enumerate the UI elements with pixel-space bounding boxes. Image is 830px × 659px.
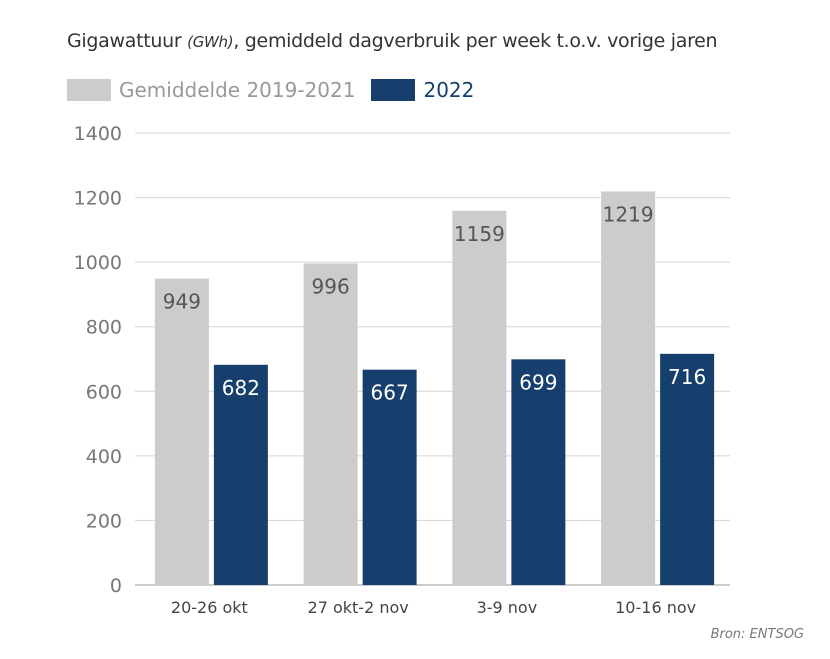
- bar-average: [452, 210, 507, 585]
- y-tick-label: 1400: [74, 123, 122, 145]
- chart-title: Gigawattuur (GWh), gemiddeld dagverbruik…: [67, 30, 718, 52]
- y-tick-label: 1200: [74, 188, 122, 210]
- data-label: 699: [519, 370, 557, 394]
- y-tick-label: 200: [86, 510, 122, 532]
- data-label: 682: [222, 376, 260, 400]
- x-tick-label: 20-26 okt: [171, 598, 248, 617]
- data-label: 1219: [603, 202, 654, 226]
- bar-average: [303, 263, 358, 585]
- data-label: 996: [312, 274, 350, 298]
- bar-average: [601, 191, 656, 586]
- x-tick-label: 10-16 nov: [615, 598, 696, 617]
- bar-2022: [213, 364, 268, 585]
- bar-2022: [660, 353, 715, 585]
- source-note: Bron: ENTSOG: [710, 627, 804, 642]
- legend-label-2022: 2022: [423, 78, 475, 102]
- legend-swatch-2022: [371, 79, 416, 101]
- legend: Gemiddelde 2019-2021 2022: [67, 78, 490, 102]
- legend-item-average: Gemiddelde 2019-2021: [67, 78, 355, 102]
- data-label: 1159: [454, 222, 505, 246]
- title-main: Gigawattuur: [67, 30, 182, 52]
- y-tick-label: 600: [86, 381, 122, 403]
- y-tick-label: 0: [110, 575, 122, 597]
- data-label: 667: [371, 381, 409, 405]
- y-tick-label: 800: [86, 317, 122, 339]
- bar-2022: [362, 369, 417, 585]
- legend-swatch-average: [67, 79, 111, 101]
- title-unit: (GWh): [187, 33, 234, 51]
- data-label: 949: [163, 290, 201, 314]
- y-tick-label: 400: [86, 446, 122, 468]
- legend-item-2022: 2022: [371, 78, 474, 102]
- legend-label-average: Gemiddelde 2019-2021: [119, 78, 356, 102]
- data-label: 716: [668, 365, 706, 389]
- y-tick-label: 1000: [74, 252, 122, 274]
- x-tick-label: 3-9 nov: [477, 598, 538, 617]
- x-tick-label: 27 okt-2 nov: [308, 598, 409, 617]
- title-rest: , gemiddeld dagverbruik per week t.o.v. …: [233, 30, 718, 52]
- bar-2022: [511, 359, 566, 585]
- bar-average: [154, 278, 209, 585]
